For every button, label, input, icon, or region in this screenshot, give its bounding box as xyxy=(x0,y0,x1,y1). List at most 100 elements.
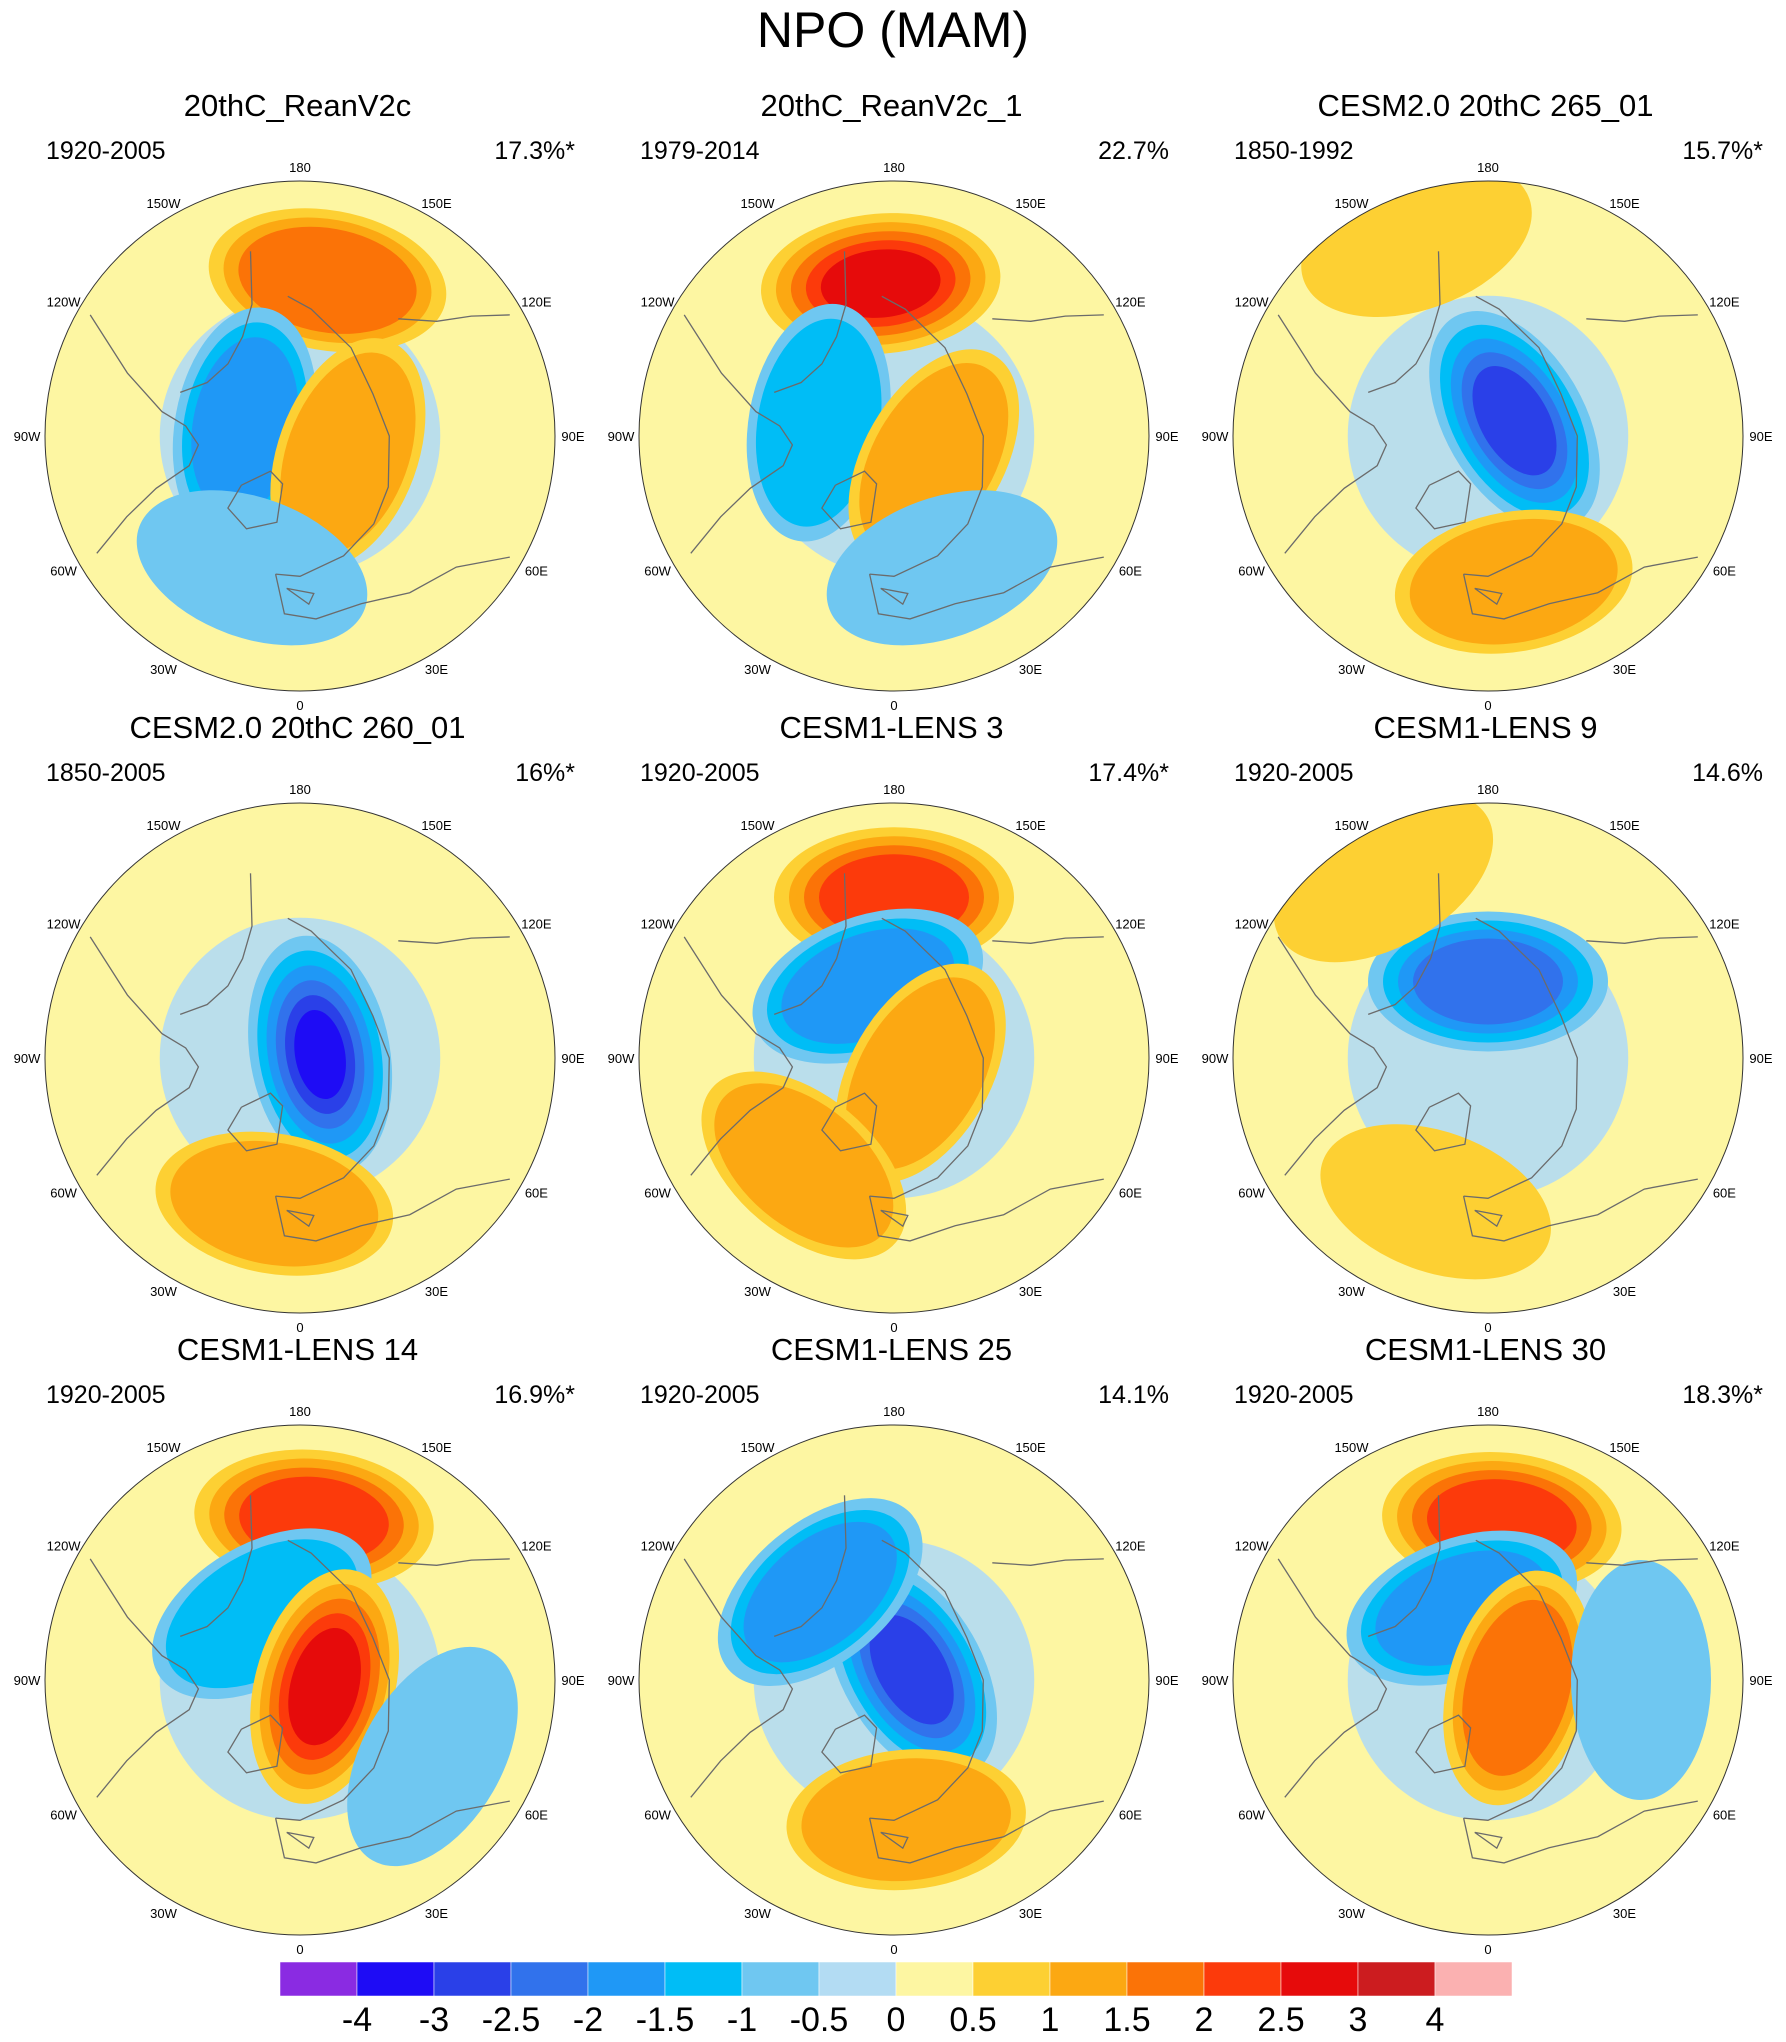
longitude-label: 180 xyxy=(883,1404,905,1419)
coastline xyxy=(821,1092,878,1152)
coastline xyxy=(1277,1558,1388,1798)
longitude-label: 90E xyxy=(561,1051,584,1066)
longitude-label: 60E xyxy=(525,1186,548,1201)
longitude-label: 120E xyxy=(1709,917,1740,932)
panel-variance-percent: 22.7% xyxy=(1098,137,1169,165)
longitude-label: 150W xyxy=(147,1440,182,1455)
negative-anomaly-contour xyxy=(869,1615,954,1725)
longitude-label: 180 xyxy=(289,160,311,175)
coastline xyxy=(1463,1539,1578,1821)
colorbar-tick-label: 0 xyxy=(886,2001,906,2039)
longitude-label: 60W xyxy=(1238,564,1265,579)
longitude-label: 60W xyxy=(1238,1808,1265,1823)
longitude-label: 150W xyxy=(1335,818,1370,833)
colorbar-tick-label: 1 xyxy=(1040,2001,1060,2039)
longitude-label: 30W xyxy=(150,1284,177,1299)
coastline xyxy=(1586,1558,1698,1566)
longitude-label: 0 xyxy=(890,698,897,713)
panel-period: 1920-2005 xyxy=(1234,1381,1354,1409)
positive-anomaly-contour xyxy=(288,1627,361,1746)
colorbar-tick-label: -2.5 xyxy=(481,2001,541,2039)
coastline xyxy=(1586,314,1698,322)
coastline xyxy=(89,1558,200,1798)
coastline xyxy=(1462,1800,1698,1864)
longitude-label: 180 xyxy=(883,782,905,797)
longitude-label: 30E xyxy=(1019,662,1042,677)
positive-anomaly-contour xyxy=(801,1758,1011,1882)
longitude-label: 180 xyxy=(1477,1404,1499,1419)
negative-anomaly-contour xyxy=(743,1521,897,1663)
longitude-label: 150W xyxy=(147,818,182,833)
longitude-label: 30W xyxy=(1338,1906,1365,1921)
panel-title: CESM1-LENS 30 xyxy=(1364,1332,1607,1367)
panel-period: 1920-2005 xyxy=(46,137,166,165)
map-panel: CESM1-LENS 9 1920-2005 14.6% 180 150E 120E 90E… xyxy=(1188,710,1783,1335)
coastline xyxy=(1474,1209,1503,1228)
colorbar-tick-label: 4 xyxy=(1425,2001,1445,2039)
negative-anomaly-contour xyxy=(826,490,1058,646)
longitude-label: 120W xyxy=(47,1539,82,1554)
longitude-label: 60E xyxy=(1713,1186,1736,1201)
longitude-label: 120E xyxy=(521,1539,552,1554)
map-boundary xyxy=(44,1424,556,1936)
coastline xyxy=(1463,295,1578,577)
coastline xyxy=(1367,1495,1441,1638)
coastline xyxy=(868,1800,1104,1864)
colorbar-swatch xyxy=(1280,1962,1359,1996)
coastline xyxy=(1415,1714,1472,1774)
map-boundary xyxy=(1232,802,1744,1314)
coastline xyxy=(1277,314,1388,554)
polar-map: 180 150E 120E 90E 60E 30E 0 30W 60W 90W 120W 150W xyxy=(14,160,585,713)
coastline xyxy=(880,1209,909,1228)
positive-anomaly-contour xyxy=(846,977,995,1170)
coastline xyxy=(992,936,1104,944)
map-boundary xyxy=(638,802,1150,1314)
longitude-label: 90W xyxy=(1202,429,1229,444)
longitude-label: 0 xyxy=(890,1942,897,1957)
longitude-label: 150E xyxy=(1015,818,1046,833)
polar-map: 180 150E 120E 90E 60E 30E 0 30W 60W 90W 120W 150W xyxy=(608,782,1179,1335)
colorbar-tick-label: -2 xyxy=(572,2001,604,2039)
coastline xyxy=(179,1495,253,1638)
longitude-label: 120W xyxy=(47,295,82,310)
longitude-label: 150W xyxy=(147,196,182,211)
negative-anomaly-contour xyxy=(294,1009,346,1100)
longitude-label: 0 xyxy=(890,1320,897,1335)
longitude-label: 60E xyxy=(1713,1808,1736,1823)
longitude-label: 30E xyxy=(1019,1906,1042,1921)
coastline xyxy=(227,1092,284,1152)
longitude-label: 150E xyxy=(421,818,452,833)
colorbar-swatch xyxy=(1049,1962,1128,1996)
panel-variance-percent: 15.7%* xyxy=(1682,137,1763,165)
colorbar-tick-label: 0.5 xyxy=(949,2001,997,2039)
coastline xyxy=(1462,1178,1698,1242)
colorbar-tick-label: 1.5 xyxy=(1103,2001,1151,2039)
polar-map: 180 150E 120E 90E 60E 30E 0 30W 60W 90W 120W 150W xyxy=(608,1404,1179,1957)
panel-period: 1850-2005 xyxy=(46,759,166,787)
longitude-label: 0 xyxy=(1484,698,1491,713)
coastline xyxy=(1474,1831,1503,1850)
longitude-label: 30W xyxy=(150,1906,177,1921)
longitude-label: 150E xyxy=(1015,1440,1046,1455)
coastline xyxy=(773,873,847,1016)
panel-period: 1920-2005 xyxy=(640,1381,760,1409)
colorbar-tick-label: -3 xyxy=(418,2001,450,2039)
longitude-label: 60E xyxy=(1119,1808,1142,1823)
longitude-label: 60W xyxy=(644,1186,671,1201)
longitude-label: 150E xyxy=(1015,196,1046,211)
longitude-label: 90E xyxy=(1155,429,1178,444)
longitude-label: 30E xyxy=(425,1906,448,1921)
longitude-label: 120E xyxy=(1115,1539,1146,1554)
coastline xyxy=(868,1178,1104,1242)
coastline xyxy=(880,587,909,606)
longitude-label: 120E xyxy=(1115,917,1146,932)
longitude-label: 60E xyxy=(1119,1186,1142,1201)
colorbar-swatch xyxy=(1203,1962,1282,1996)
longitude-label: 30W xyxy=(150,662,177,677)
coastline xyxy=(1463,917,1578,1199)
longitude-label: 150W xyxy=(1335,1440,1370,1455)
longitude-label: 30W xyxy=(1338,1284,1365,1299)
panel-title: 20thC_ReanV2c xyxy=(183,88,412,123)
coastline xyxy=(821,1714,878,1774)
coastline xyxy=(179,251,253,394)
